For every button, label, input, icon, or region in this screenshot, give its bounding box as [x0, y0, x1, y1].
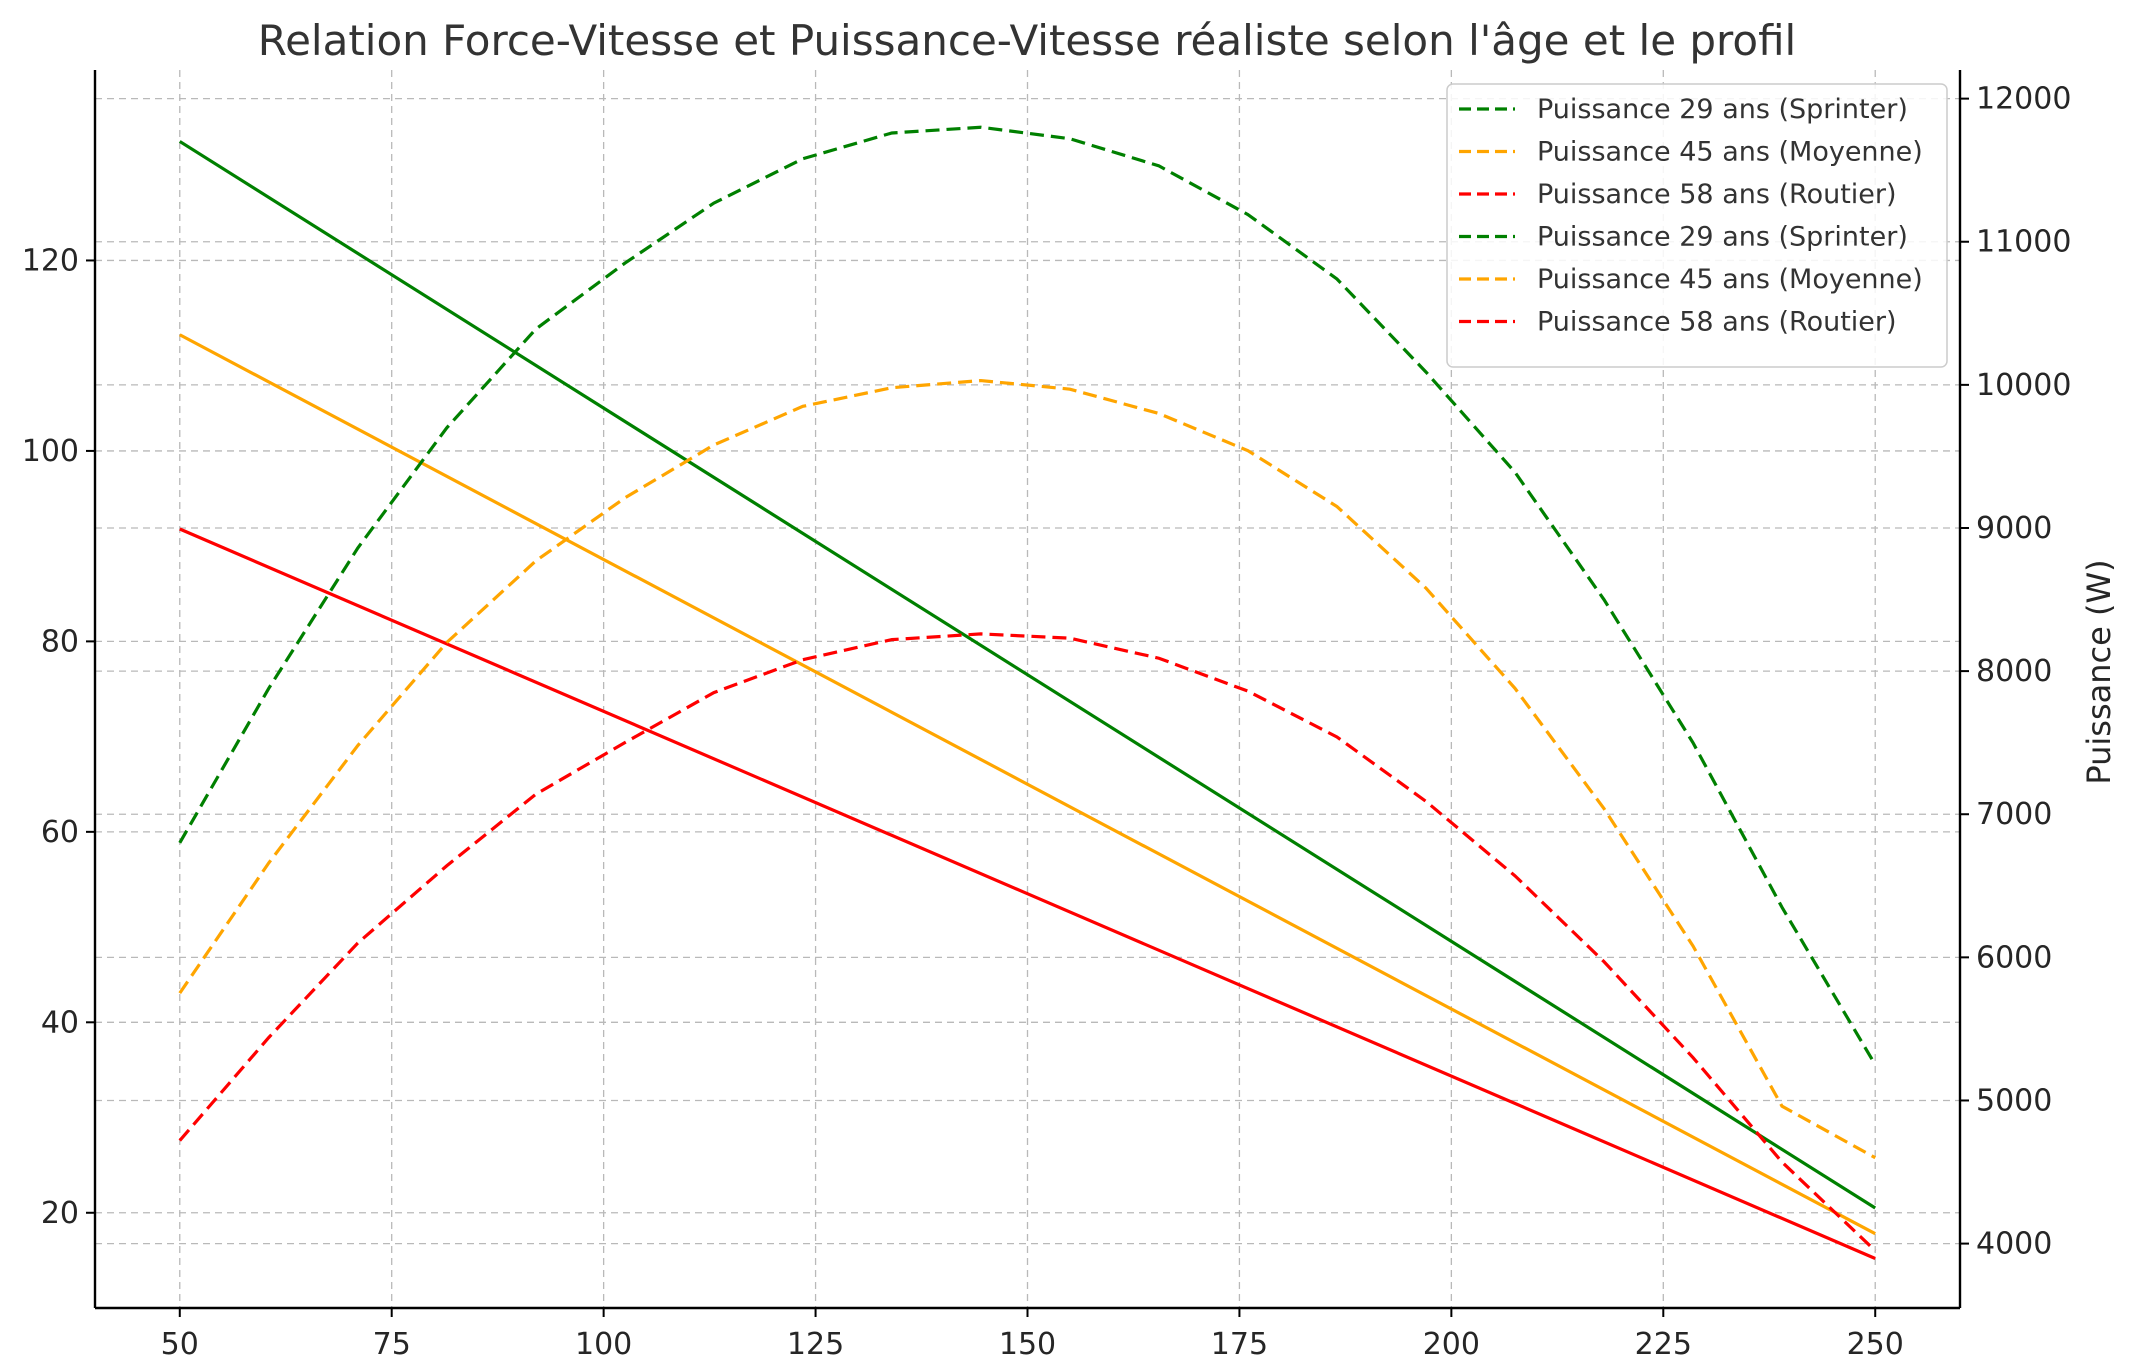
x-tick-label: 150	[999, 1327, 1056, 1362]
x-tick-label: 175	[1211, 1327, 1268, 1362]
y-left-tick-label: 60	[41, 815, 79, 850]
x-tick-label: 75	[373, 1327, 411, 1362]
legend-label: Puissance 58 ans (Routier)	[1537, 307, 1897, 338]
y-left-tick-label: 100	[22, 434, 79, 469]
legend-label: Puissance 45 ans (Moyenne)	[1537, 137, 1923, 168]
y-right-tick-label: 8000	[1976, 654, 2052, 689]
legend-label: Puissance 29 ans (Sprinter)	[1537, 222, 1908, 253]
legend-label: Puissance 58 ans (Routier)	[1537, 179, 1897, 210]
right-axis-label: Puissance (W)	[2080, 559, 2118, 784]
legend-label: Puissance 45 ans (Moyenne)	[1537, 264, 1923, 295]
legend-label: Puissance 29 ans (Sprinter)	[1537, 94, 1908, 125]
x-tick-label: 50	[161, 1327, 199, 1362]
y-left-tick-label: 80	[41, 624, 79, 659]
power-curve-3	[178, 632, 1877, 1252]
y-right-tick-label: 4000	[1976, 1227, 2052, 1262]
y-right-tick-label: 9000	[1976, 511, 2052, 546]
y-right-tick-label: 11000	[1976, 225, 2071, 260]
x-tick-label: 225	[1635, 1327, 1692, 1362]
y-right-tick-label: 10000	[1976, 368, 2071, 403]
y-left-tick-label: 120	[22, 243, 79, 278]
force-line-3	[179, 527, 1876, 1260]
legend-box	[1446, 83, 1948, 368]
chart-title: Relation Force-Vitesse et Puissance-Vite…	[258, 16, 1796, 65]
power-curve-2	[178, 378, 1877, 1160]
legend: Puissance 29 ans (Sprinter) Puissance 45 …	[1446, 83, 1948, 368]
y-right-tick-label: 12000	[1976, 82, 2071, 117]
x-tick-label: 250	[1847, 1327, 1904, 1362]
y-left-tick-label: 20	[41, 1196, 79, 1231]
x-tick-label: 125	[787, 1327, 844, 1362]
x-tick-label: 100	[575, 1327, 632, 1362]
y-right-tick-label: 7000	[1976, 797, 2052, 832]
plot-series	[178, 125, 1877, 1260]
force-line-1	[178, 140, 1877, 1210]
y-right-tick-label: 5000	[1976, 1083, 2052, 1118]
y-right-tick-label: 6000	[1976, 940, 2052, 975]
x-tick-label: 200	[1423, 1327, 1480, 1362]
force-line-2	[179, 333, 1876, 1236]
y-left-tick-label: 40	[41, 1005, 79, 1040]
axes: 50 75 100 125 150 175 200 225 250 20 40 60 80 100 120 4…	[22, 70, 2071, 1362]
power-curve-1	[178, 125, 1877, 1066]
